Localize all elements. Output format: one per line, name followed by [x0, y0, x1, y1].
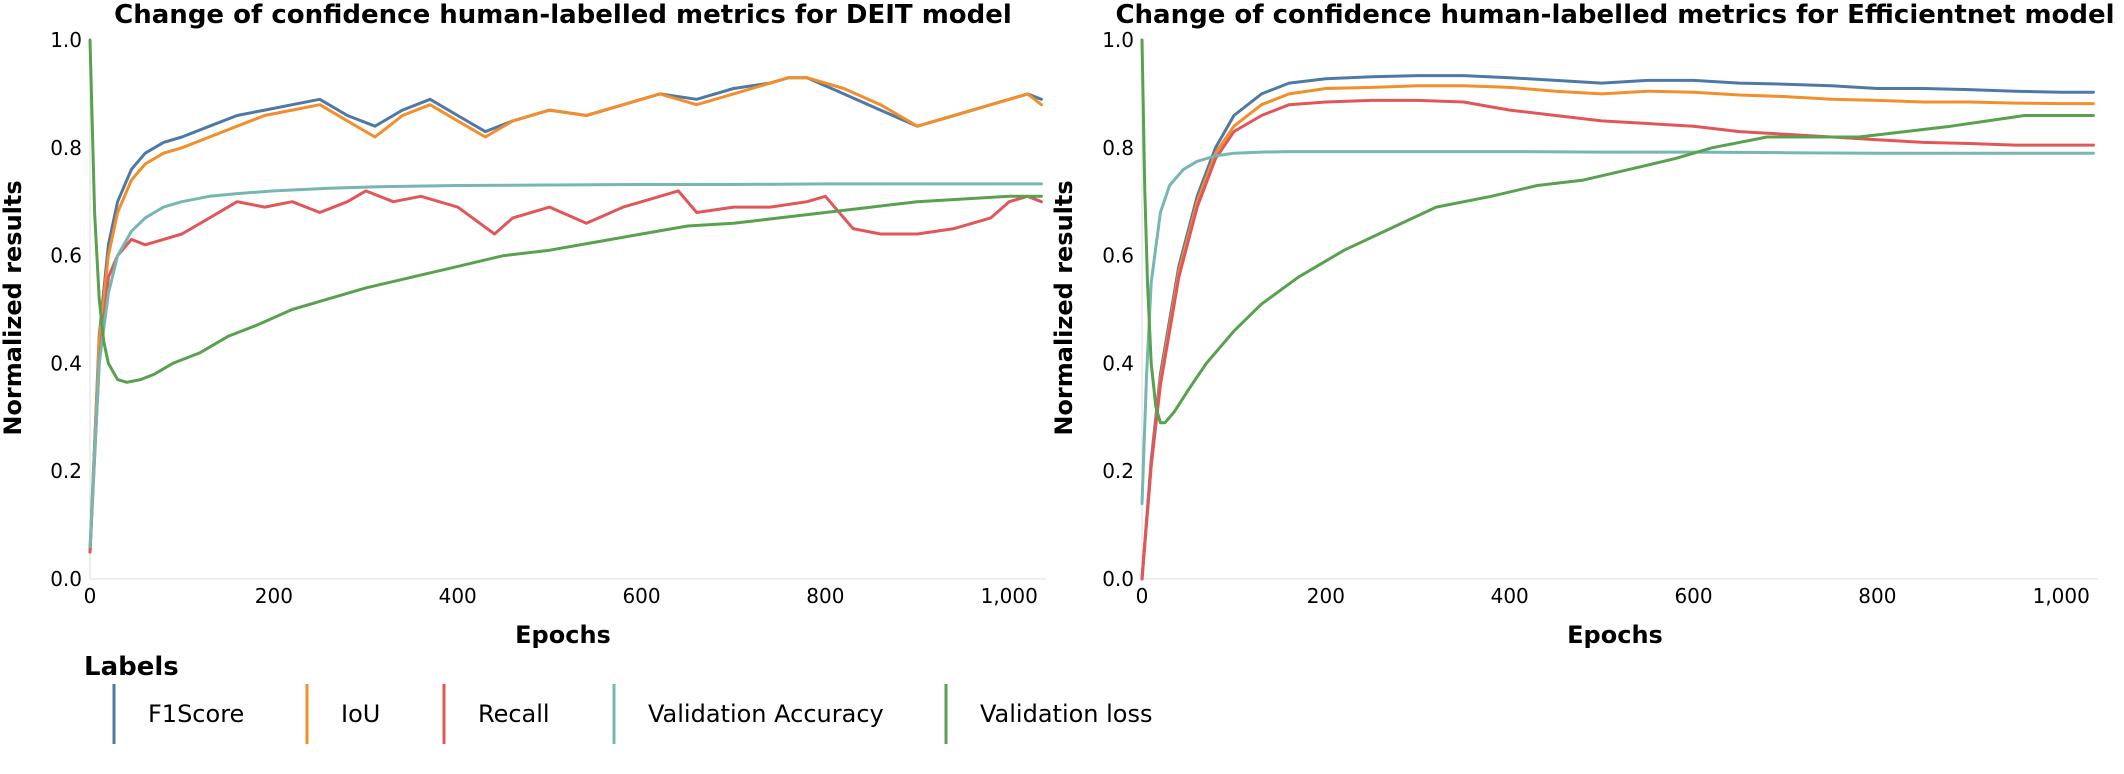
y-tick-label: 0.0 [50, 567, 82, 591]
y-tick-label: 0.6 [50, 244, 82, 268]
plot-area: 0 200 400 600 800 1,000 0.0 0.2 0.4 0.6 0.8 1.0 [1102, 28, 2098, 608]
legend-label: Recall [478, 700, 550, 728]
series-line-recall [1140, 98, 2095, 581]
x-tick-label: 600 [622, 584, 660, 608]
legend-title: Labels [84, 652, 179, 682]
series-line-recall [88, 189, 1043, 554]
y-tick-label: 1.0 [50, 28, 82, 52]
chart-efficientnet: Change of confidence human-labelled metr… [1050, 0, 2115, 649]
series-line-iou [1140, 84, 2095, 581]
plot-area: 0 200 400 600 800 1,000 0.0 0.2 0.4 0.6 0.8 1.0 [50, 28, 1046, 608]
x-tick-label: 1,000 [2033, 584, 2090, 608]
y-tick-label: 0.2 [50, 459, 82, 483]
x-tick-label: 400 [1491, 584, 1529, 608]
x-tick-label: 800 [806, 584, 844, 608]
chart-title: Change of confidence human-labelled metr… [114, 0, 1012, 30]
legend-label: F1Score [148, 700, 244, 728]
x-tick-label: 0 [1136, 584, 1149, 608]
x-tick-label: 1,000 [981, 584, 1038, 608]
x-tick-label: 800 [1858, 584, 1896, 608]
y-tick-label: 0.6 [1102, 244, 1134, 268]
y-tick-label: 0.4 [50, 351, 82, 375]
x-axis-label: Epochs [1567, 621, 1663, 649]
x-tick-label: 200 [255, 584, 293, 608]
series-line-validation-accuracy [1140, 150, 2095, 505]
series-line-f1score [1140, 74, 2095, 581]
series-line-validation-loss [1140, 38, 2095, 425]
y-tick-label: 0.8 [1102, 136, 1134, 160]
y-axis-label: Normalized results [1050, 180, 1078, 435]
legend-label: IoU [341, 700, 380, 728]
legend-label: Validation loss [980, 700, 1153, 728]
series-line-validation-loss [88, 38, 1043, 384]
series-line-f1score [88, 76, 1043, 554]
y-tick-label: 0.0 [1102, 567, 1134, 591]
y-tick-label: 0.4 [1102, 351, 1134, 375]
chart-title: Change of confidence human-labelled metr… [1115, 0, 2114, 30]
x-tick-label: 200 [1307, 584, 1345, 608]
chart-deit: Change of confidence human-labelled metr… [0, 0, 1046, 649]
y-tick-label: 1.0 [1102, 28, 1134, 52]
x-tick-label: 400 [439, 584, 477, 608]
legend-entries: F1Score IoU Recall Validation Accuracy Valid… [112, 684, 1153, 744]
y-axis-label: Normalized results [0, 180, 27, 435]
series-line-validation-accuracy [88, 182, 1043, 549]
y-tick-label: 0.2 [1102, 459, 1134, 483]
y-tick-label: 0.8 [50, 136, 82, 160]
x-tick-label: 600 [1674, 584, 1712, 608]
x-tick-label: 0 [84, 584, 97, 608]
x-axis-label: Epochs [515, 621, 611, 649]
legend: Labels F1Score IoU Recall Validation Accura… [84, 652, 1153, 744]
legend-label: Validation Accuracy [648, 700, 884, 728]
series-line-iou [88, 76, 1043, 554]
